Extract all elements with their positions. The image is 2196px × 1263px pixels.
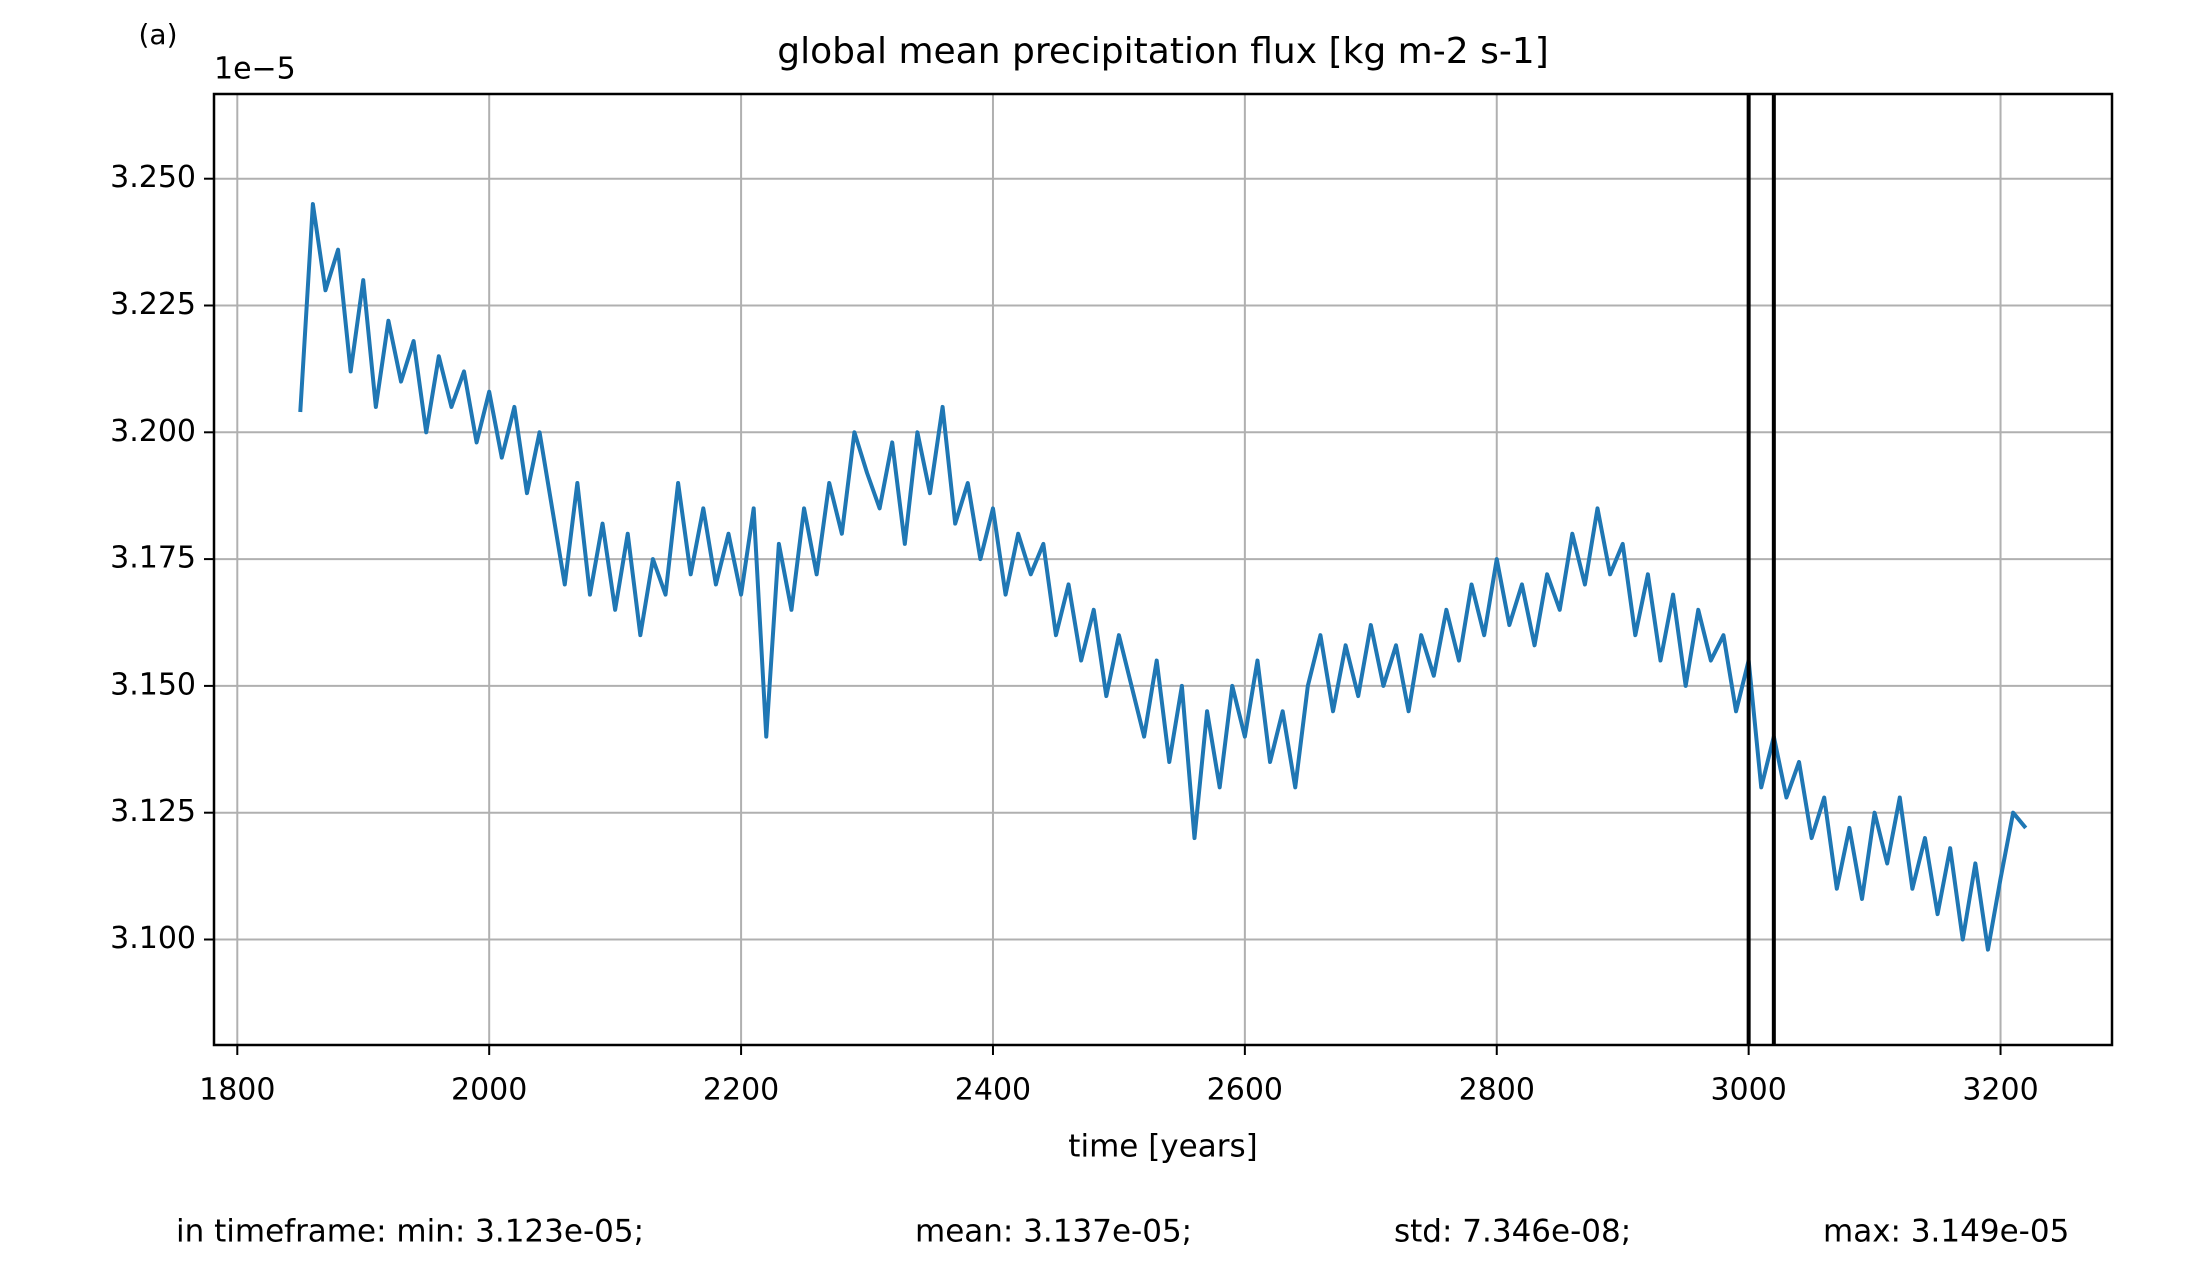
x-tick-label: 2800	[1459, 1073, 1535, 1108]
y-tick-label: 3.225	[110, 287, 196, 322]
footer-stat: std: 7.346e-08;	[1394, 1214, 1631, 1250]
footer-stat: in timeframe: min: 3.123e-05;	[176, 1214, 644, 1250]
y-tick-label: 3.125	[110, 794, 196, 829]
y-tick-label: 3.150	[110, 667, 196, 702]
axes-frame	[212, 92, 2114, 1047]
y-tick-label: 3.250	[110, 160, 196, 195]
x-tick-label: 2400	[955, 1073, 1031, 1108]
x-tick-label: 1800	[199, 1073, 275, 1108]
data-line	[298, 202, 2028, 952]
x-tick-label: 3200	[1962, 1073, 2038, 1108]
y-offset-label: 1e−5	[214, 52, 296, 87]
y-tick-label: 3.175	[110, 541, 196, 576]
x-tick-label: 2600	[1207, 1073, 1283, 1108]
data-layer	[298, 94, 2028, 1045]
grid-layer	[214, 94, 2112, 1045]
footer-stat: mean: 3.137e-05;	[915, 1214, 1192, 1250]
x-tick-label: 2200	[703, 1073, 779, 1108]
y-tick-label: 3.200	[110, 414, 196, 449]
x-tick-label: 2000	[451, 1073, 527, 1108]
panel-label: (a)	[138, 18, 177, 51]
chart-title: global mean precipitation flux [kg m-2 s…	[777, 31, 1549, 72]
footer-stat: max: 3.149e-05	[1823, 1214, 2069, 1250]
x-axis-label: time [years]	[1068, 1129, 1257, 1165]
y-tick-label: 3.100	[110, 921, 196, 956]
x-tick-label: 3000	[1710, 1073, 1786, 1108]
